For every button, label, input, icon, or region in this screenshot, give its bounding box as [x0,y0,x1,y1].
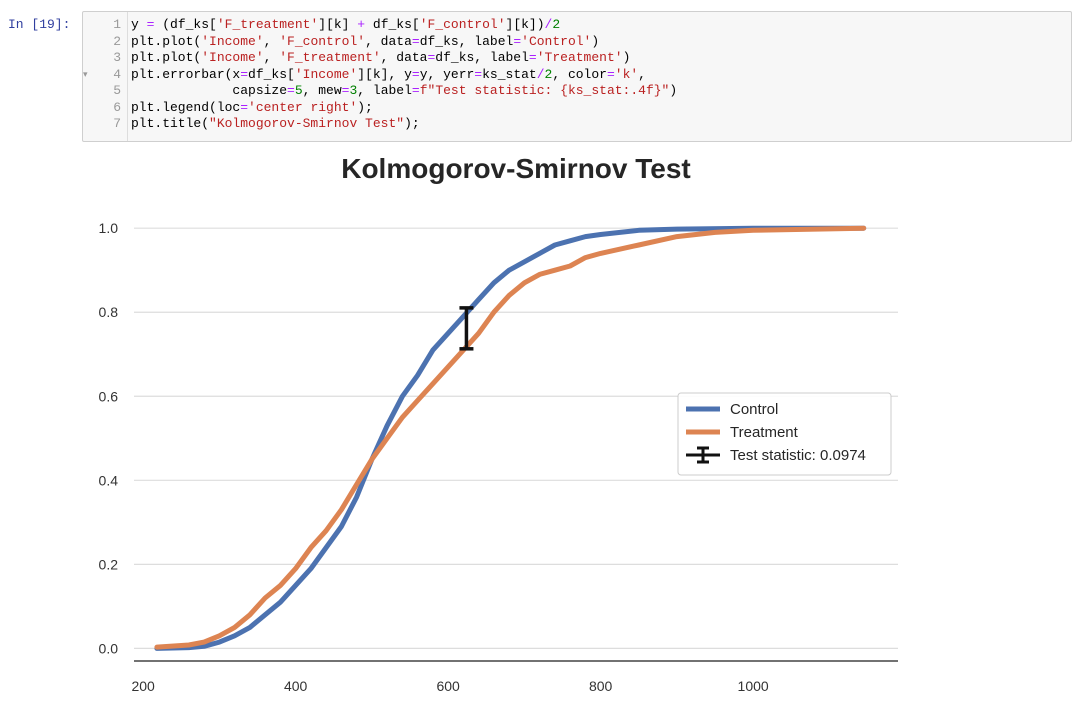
errorbar-group [459,306,474,351]
fold-arrow-icon[interactable]: ▾ [83,69,88,80]
code-text: plt.plot('Income', 'F_control', data=df_… [131,33,600,49]
code-text: plt.title("Kolmogorov-Smirnov Test"); [131,116,420,131]
code-text: plt.legend(loc='center right'); [131,99,373,115]
x-tick-label: 200 [131,678,155,694]
y-tick-labels: 0.0 0.2 0.4 0.6 0.8 1.0 [99,220,119,656]
x-tick-label: 800 [589,678,613,694]
code-line[interactable]: 7 plt.title("Kolmogorov-Smirnov Test"); [83,116,1071,132]
series-line-treatment [154,225,867,650]
line-number: 7 [113,116,121,131]
code-line[interactable]: 2 plt.plot('Income', 'F_control', data=df… [83,34,1071,50]
code-line[interactable]: 3 plt.plot('Income', 'F_treatment', data=… [83,50,1071,66]
code-line[interactable]: 6 plt.legend(loc='center right'); [83,100,1071,116]
line-number: 6 [113,99,121,115]
legend-label: Test statistic: 0.0974 [730,447,866,464]
y-tick-label: 0.2 [99,556,119,572]
code-editor[interactable]: 1 y = (df_ks['F_treatment'][k] + df_ks['F… [82,11,1072,142]
y-tick-label: 0.4 [99,472,119,488]
x-tick-label: 1000 [738,678,769,694]
y-tick-label: 0.8 [99,304,119,320]
code-text: capsize=5, mew=3, label=f"Test statistic… [131,83,678,98]
code-line[interactable]: 5 capsize=5, mew=3, label=f"Test statist… [83,83,1071,99]
x-tick-labels: 200 400 600 800 1000 [131,678,768,694]
code-text: plt.errorbar(x=df_ks['Income'][k], y=y, … [131,66,646,82]
series-lines [154,225,867,651]
cell-output: Kolmogorov-Smirnov Test 200 400 600 800 1000… [82,150,1072,702]
ks-chart: Kolmogorov-Smirnov Test 200 400 600 800 1000… [99,153,898,694]
code-line[interactable]: 1 y = (df_ks['F_treatment'][k] + df_ks['F… [83,17,1071,33]
legend: Control Treatment Test statistic: 0.0974 [677,392,892,476]
legend-label: Control [730,401,778,418]
x-tick-label: 400 [284,678,308,694]
chart-title: Kolmogorov-Smirnov Test [341,153,691,184]
line-number: 2 [113,33,121,49]
code-text: y = (df_ks['F_treatment'][k] + df_ks['F_… [131,17,561,32]
code-text: plt.plot('Income', 'F_treatment', data=d… [131,50,631,65]
line-number: 5 [113,83,121,98]
line-number: 3 [113,50,121,65]
cell-prompt: In [19]: [8,17,71,32]
line-number: 1 [113,17,121,32]
x-tick-label: 600 [436,678,460,694]
legend-box [677,392,892,476]
gutter-divider [127,12,128,141]
y-tick-label: 1.0 [99,220,119,236]
legend-label: Treatment [730,424,799,441]
y-tick-label: 0.0 [99,640,119,656]
y-tick-label: 0.6 [99,388,119,404]
series-line-control [154,225,867,651]
code-line[interactable]: ▾ 4 plt.errorbar(x=df_ks['Income'][k], y=y… [83,67,1071,83]
code-cell: In [19]: 1 y = (df_ks['F_treatment'][k] +… [0,0,1080,150]
line-number: 4 [113,66,121,82]
